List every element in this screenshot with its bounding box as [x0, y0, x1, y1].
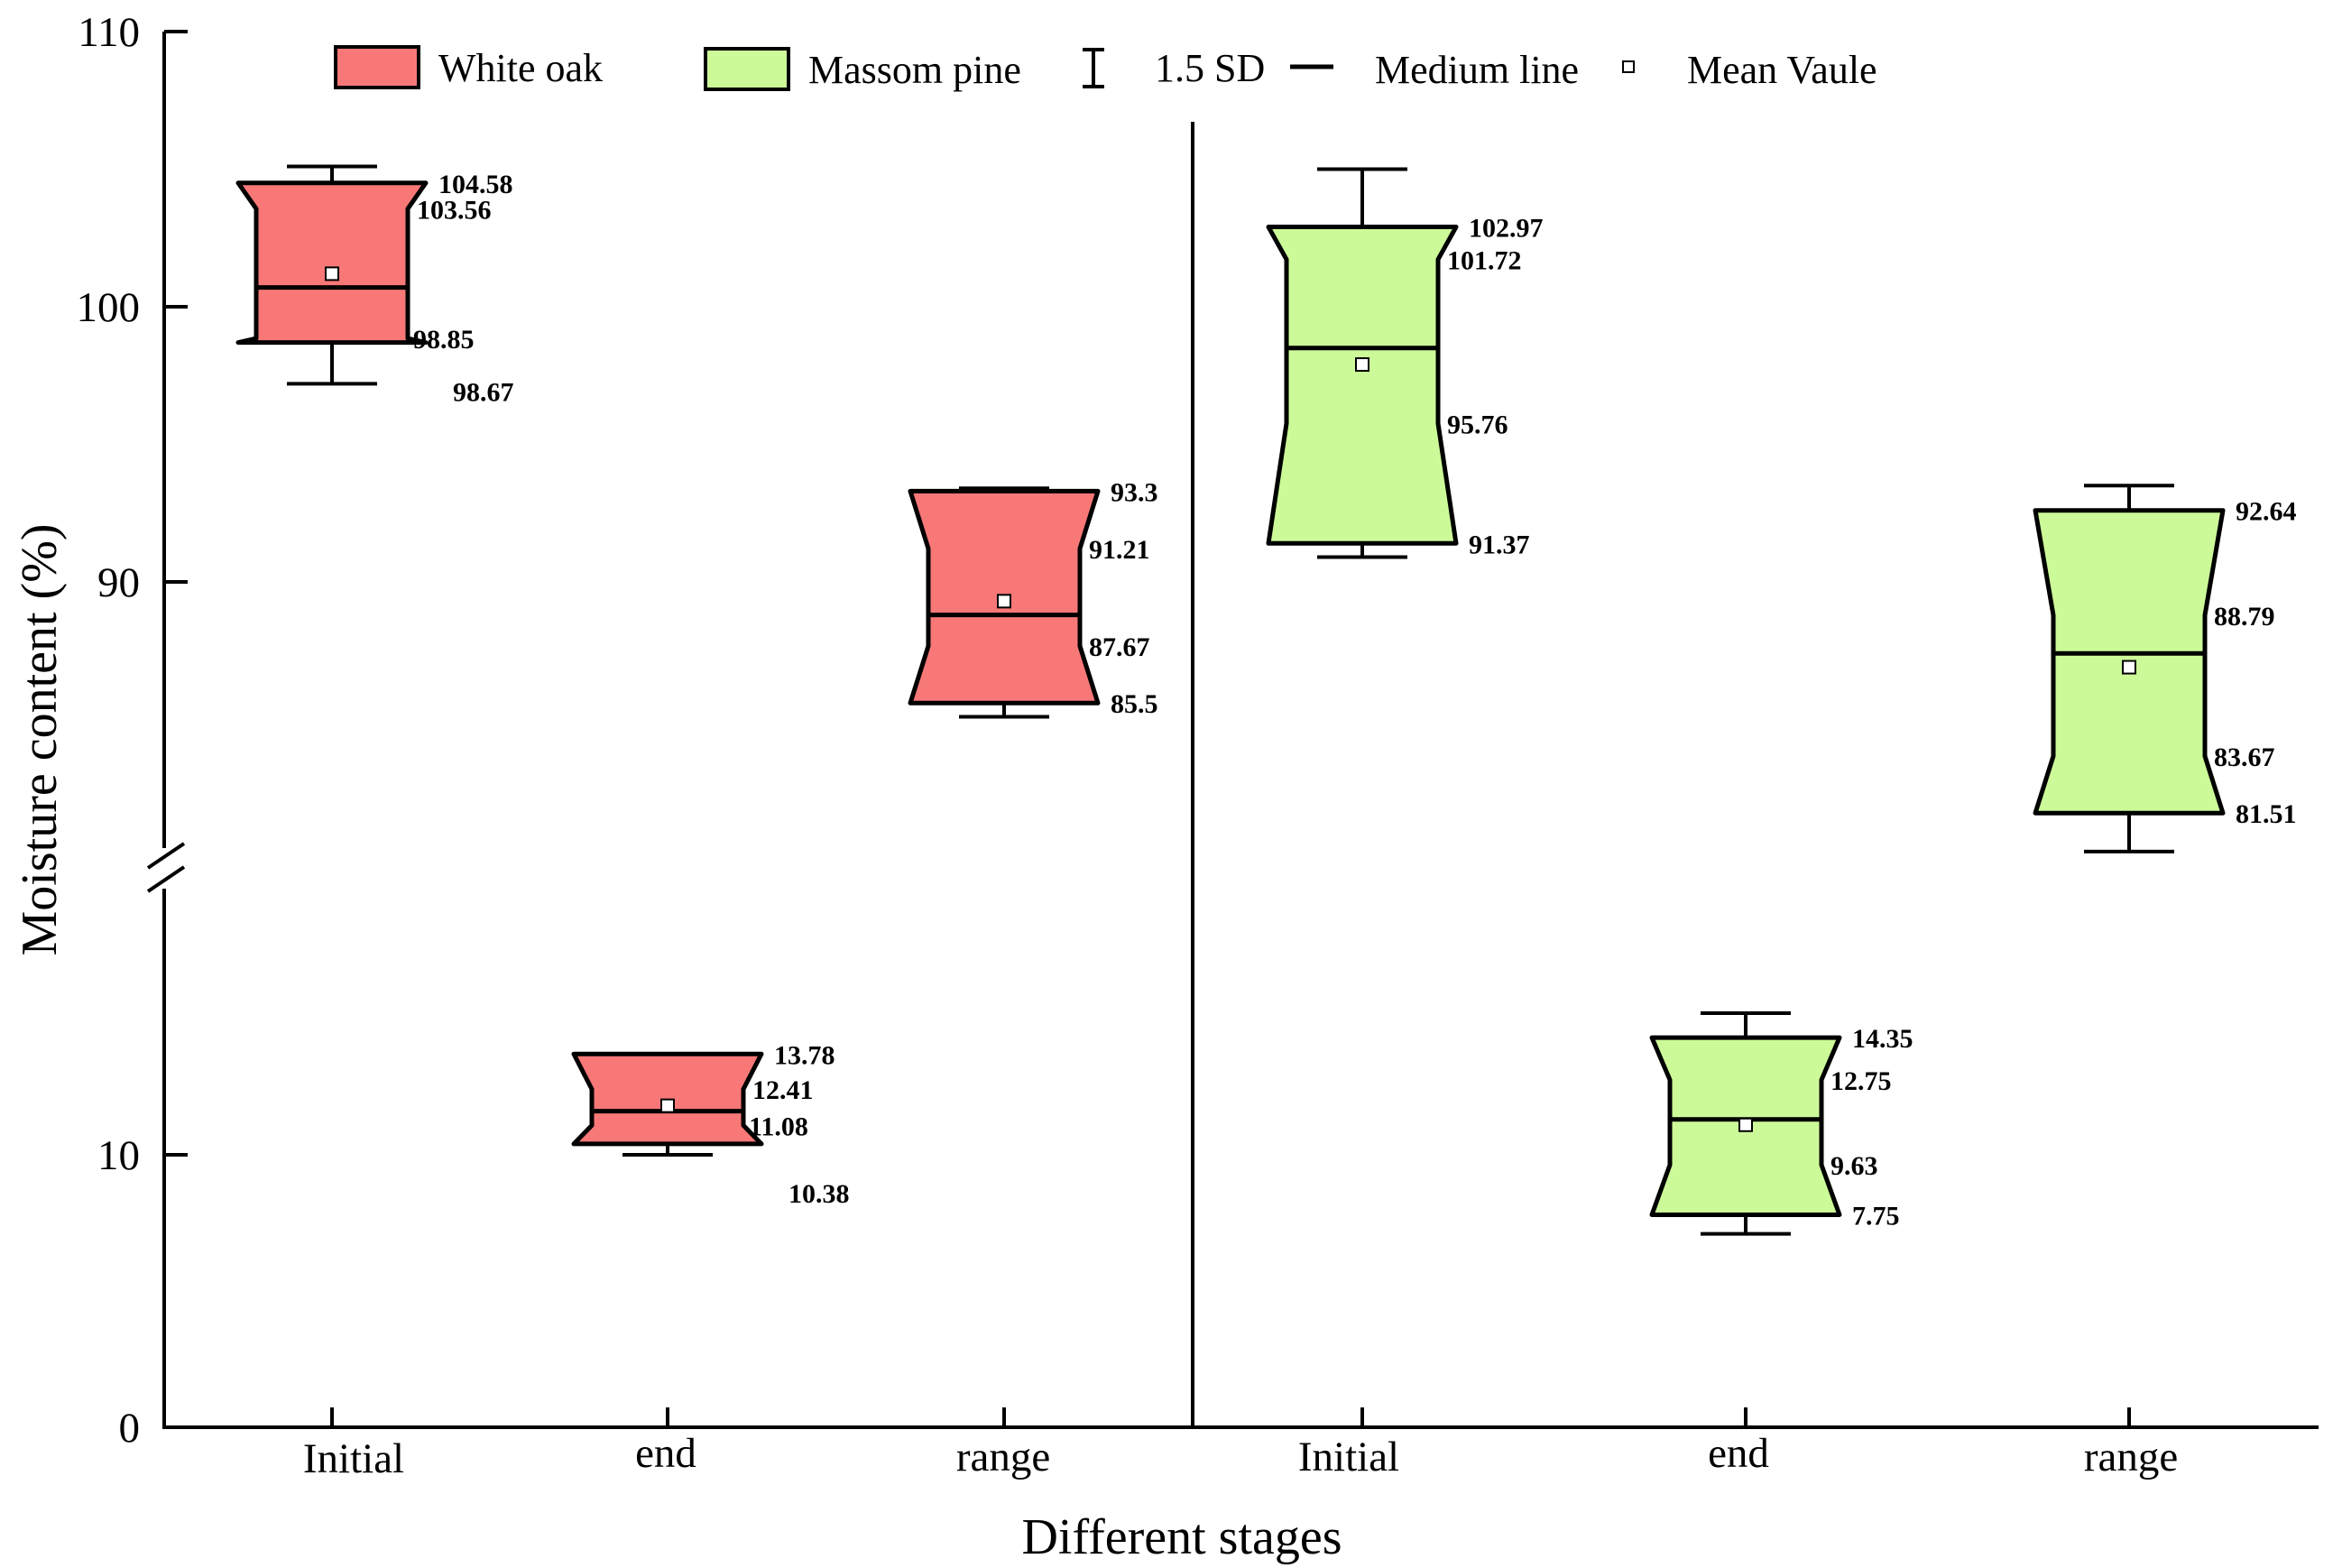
value-label-white-oak-initial-4: 98.67	[453, 378, 514, 408]
value-label-white-oak-end-4: 10.38	[788, 1179, 850, 1209]
value-label-white-oak-initial-3: 98.85	[413, 325, 475, 355]
legend-label-mean: Mean Vaule	[1687, 48, 1877, 92]
value-label-massom-pine-range-2: 88.79	[2214, 602, 2275, 632]
box-group-white-oak-range: 93.3 91.21 87.67 85.5	[908, 477, 1158, 719]
x-tick-label-1: Initial	[303, 1435, 404, 1482]
value-label-massom-pine-end-4: 7.75	[1852, 1201, 1900, 1231]
y-axis-title: Moisture content (%)	[12, 524, 68, 956]
value-label-massom-pine-end-2: 12.75	[1830, 1066, 1892, 1096]
value-label-massom-pine-end-3: 9.63	[1830, 1151, 1878, 1181]
legend-label-massom-pine: Massom pine	[808, 48, 1021, 92]
mean-marker-massom-pine-end	[1738, 1117, 1753, 1132]
box-white-oak-initial	[235, 180, 429, 346]
y-tick-labels: 110 100 90 10 0	[77, 9, 141, 1452]
value-label-massom-pine-end-1: 14.35	[1852, 1024, 1913, 1054]
mean-marker-white-oak-range	[997, 594, 1011, 609]
axis-break-mark-2	[146, 865, 186, 893]
value-label-white-oak-initial-2: 103.56	[417, 195, 492, 225]
x-tick-label-5: end	[1708, 1430, 1769, 1477]
y-tick-label-100: 100	[77, 284, 141, 331]
value-label-white-oak-range-2: 91.21	[1089, 535, 1150, 565]
value-label-white-oak-end-2: 12.41	[752, 1075, 814, 1105]
value-label-massom-pine-initial-1: 102.97	[1469, 214, 1544, 244]
value-label-massom-pine-initial-3: 95.76	[1447, 410, 1508, 439]
box-group-massom-pine-end: 14.35 12.75 9.63 7.75	[1649, 1010, 1913, 1236]
mean-marker-massom-pine-initial	[1355, 357, 1369, 373]
value-label-white-oak-end-1: 13.78	[774, 1040, 835, 1070]
legend-label-sd: 1.5 SD	[1155, 46, 1265, 90]
box-massom-pine-initial	[1266, 225, 1459, 546]
value-label-white-oak-initial-1: 104.58	[438, 170, 513, 199]
value-label-white-oak-range-4: 85.5	[1111, 689, 1158, 719]
x-tick-label-6: range	[2084, 1434, 2178, 1480]
legend: White oak Massom pine 1.5 SD Medium line…	[334, 45, 1877, 92]
value-label-massom-pine-range-1: 92.64	[2236, 497, 2297, 527]
legend-label-white-oak: White oak	[438, 46, 603, 90]
legend-swatch-massom-pine	[704, 47, 790, 91]
y-ticks	[164, 30, 188, 1429]
value-label-white-oak-end-3: 11.08	[749, 1111, 808, 1141]
axes	[146, 32, 2319, 1429]
axis-break-mark-1	[146, 842, 186, 870]
box-group-massom-pine-range: 92.64 88.79 83.67 81.51	[2033, 484, 2297, 853]
mean-marker-white-oak-end	[660, 1098, 675, 1113]
value-label-massom-pine-range-3: 83.67	[2214, 742, 2275, 772]
value-label-massom-pine-range-4: 81.51	[2236, 799, 2297, 829]
x-tick-label-2: end	[635, 1430, 696, 1477]
box-group-white-oak-end: 13.78 12.41 11.08 10.38	[571, 1040, 850, 1209]
legend-label-median: Medium line	[1375, 48, 1579, 92]
y-tick-label-110: 110	[78, 9, 140, 56]
x-ticks	[330, 1407, 2131, 1427]
x-tick-labels: Initial end range Initial end range	[303, 1430, 2178, 1482]
legend-swatch-white-oak	[334, 45, 420, 89]
value-label-massom-pine-initial-2: 101.72	[1447, 246, 1522, 276]
x-tick-label-4: Initial	[1298, 1434, 1399, 1480]
mean-marker-white-oak-initial	[325, 266, 339, 281]
y-tick-label-90: 90	[97, 559, 140, 606]
y-tick-label-10: 10	[97, 1132, 140, 1179]
x-axis-title: Different stages	[1021, 1509, 1342, 1565]
mean-marker-massom-pine-range	[2122, 659, 2136, 675]
legend-sd-icon	[1083, 48, 1104, 88]
value-label-white-oak-range-3: 87.67	[1089, 632, 1150, 662]
legend-mean-icon	[1622, 60, 1635, 73]
x-tick-label-3: range	[956, 1434, 1050, 1480]
value-label-white-oak-range-1: 93.3	[1111, 477, 1158, 507]
y-tick-label-0: 0	[119, 1405, 141, 1452]
value-label-massom-pine-initial-4: 91.37	[1469, 530, 1530, 559]
